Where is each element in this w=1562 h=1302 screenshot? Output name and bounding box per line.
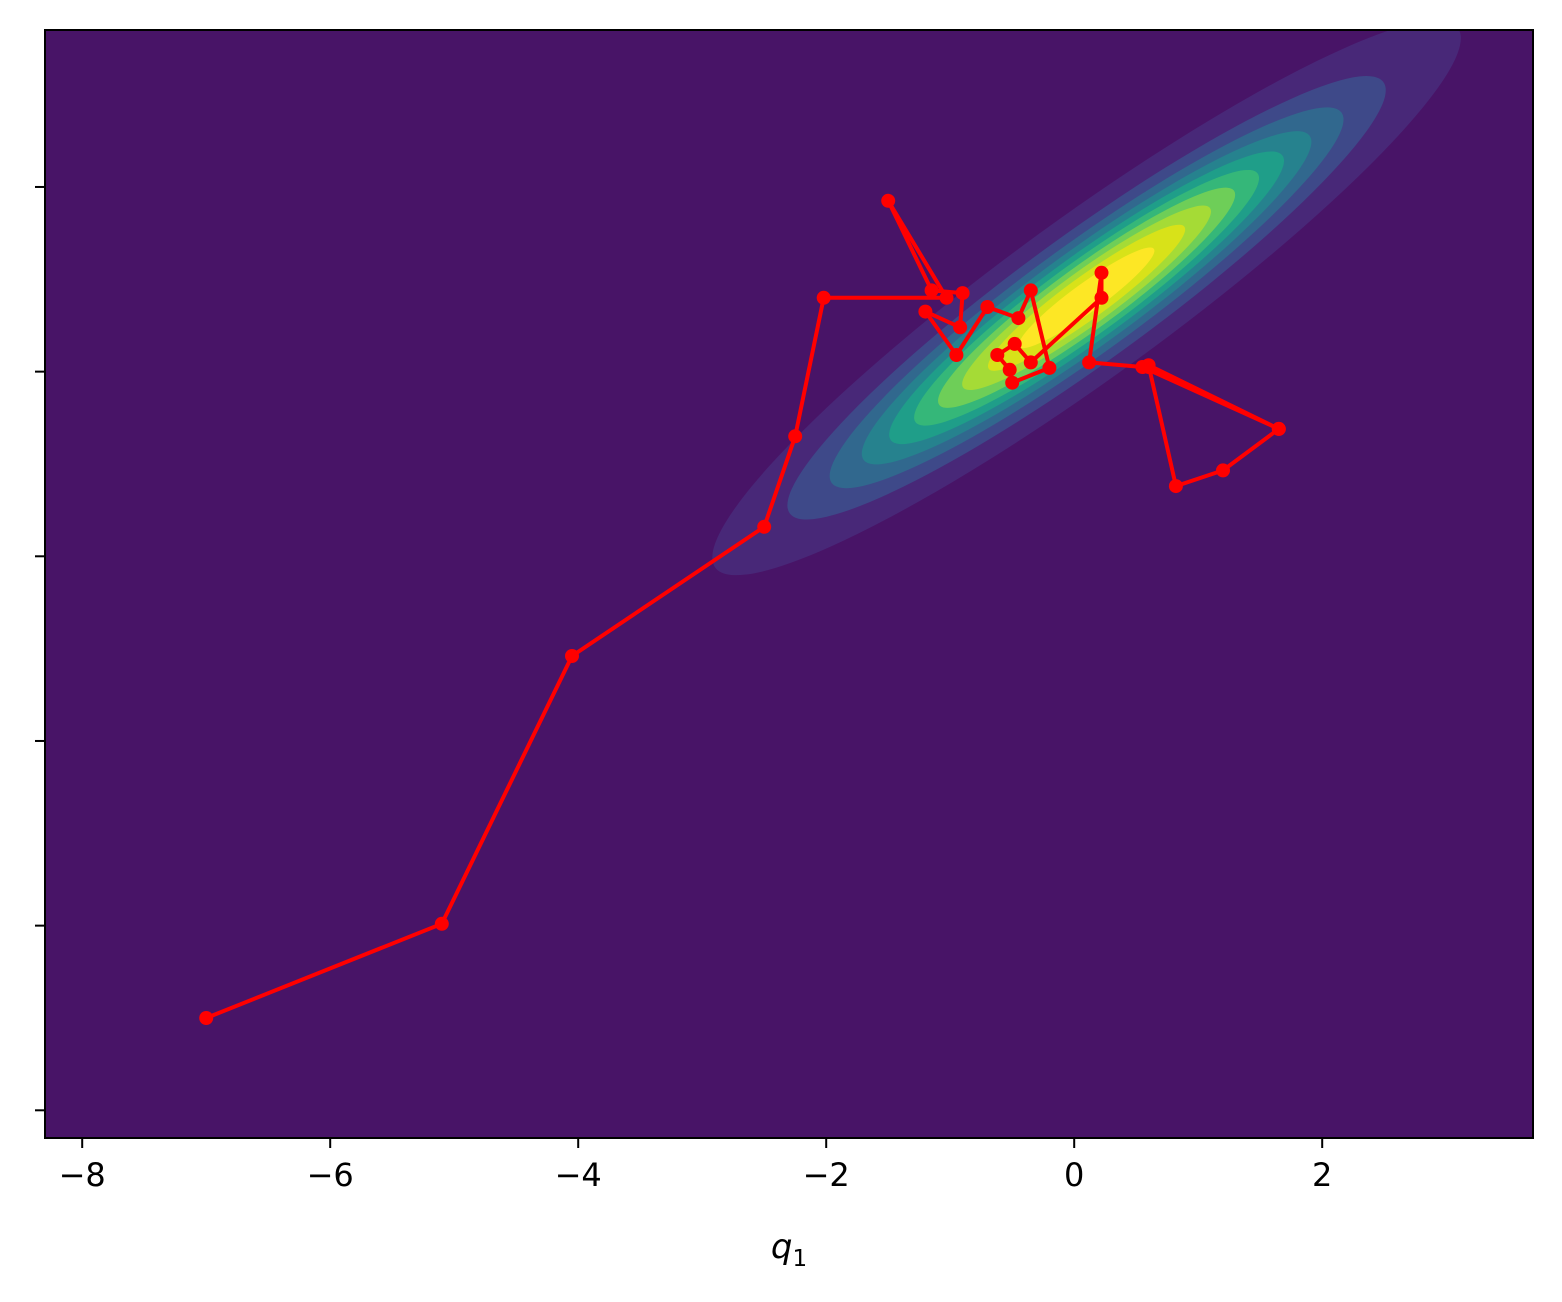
x-axis-label-subscript: 1 (792, 1246, 807, 1272)
trajectory-point (1023, 355, 1038, 370)
x-tick-label: −6 (307, 1156, 354, 1194)
trajectory-point (980, 300, 995, 314)
trajectory-point (1002, 362, 1017, 377)
plot-frame (44, 29, 1534, 1139)
trajectory-point (939, 290, 954, 305)
trajectory-point (924, 283, 939, 298)
x-axis-label-main: q (771, 1227, 793, 1267)
trajectory-point (990, 348, 1005, 362)
trajectory-point (1082, 355, 1097, 370)
trajectory-point (881, 193, 896, 208)
trajectory-point (1005, 375, 1020, 390)
trajectory-point (1011, 311, 1026, 326)
density-contour (712, 30, 1461, 576)
x-axis-label: q1 (771, 1227, 807, 1272)
x-axis: −8 −6 −4 −2 0 2 (59, 1138, 1332, 1194)
trajectory-point (1023, 283, 1038, 298)
trajectory-point (949, 348, 964, 362)
x-tick-label: 2 (1312, 1156, 1332, 1194)
trajectory-point (757, 519, 772, 534)
trajectory-point (1042, 360, 1057, 375)
x-tick-label: −4 (555, 1156, 602, 1194)
trajectory-series (199, 193, 1286, 1025)
trajectory-point (1094, 290, 1109, 305)
trajectory-point (1141, 360, 1156, 374)
trajectory-point (199, 1011, 214, 1025)
trajectory-point (1271, 421, 1286, 436)
trajectory-line (205, 198, 1281, 1020)
trajectory-point (918, 304, 933, 319)
trajectory-point (955, 286, 970, 301)
y-axis (35, 185, 45, 1112)
trajectory-point (788, 429, 803, 444)
x-tick-label: 0 (1064, 1156, 1084, 1194)
trajectory-point (1216, 463, 1230, 478)
trajectory-point (953, 320, 968, 335)
trajectory-point (1094, 265, 1109, 280)
trajectory-point (816, 290, 831, 305)
x-tick-label: −2 (803, 1156, 850, 1194)
trajectory-point (434, 916, 449, 931)
trajectory-point (565, 649, 579, 663)
trajectory-point (1168, 479, 1183, 494)
trajectory-point (1007, 336, 1022, 351)
contour-level-10 (1018, 247, 1155, 349)
x-tick-label: −8 (59, 1156, 106, 1194)
